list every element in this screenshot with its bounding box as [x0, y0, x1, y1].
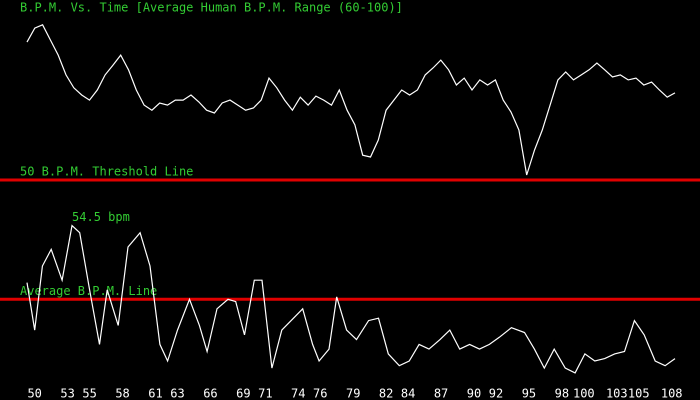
x-tick-label: 95 [522, 387, 536, 400]
x-tick-label: 103 [606, 387, 628, 400]
x-tick-label: 105 [628, 387, 650, 400]
x-tick-label: 63 [170, 387, 184, 400]
x-tick-label: 108 [661, 387, 683, 400]
x-tick-label: 82 [379, 387, 393, 400]
reference-label: 50 B.P.M. Threshold Line [20, 165, 193, 179]
x-tick-label: 92 [489, 387, 503, 400]
peak-label: 54.5 bpm [72, 210, 130, 224]
x-tick-label: 53 [60, 387, 74, 400]
x-tick-label: 50 [27, 387, 41, 400]
x-tick-label: 74 [291, 387, 305, 400]
x-tick-label: 79 [346, 387, 360, 400]
x-tick-label: 87 [434, 387, 448, 400]
x-tick-label: 76 [313, 387, 327, 400]
chart-title: B.P.M. Vs. Time [Average Human B.P.M. Ra… [20, 1, 403, 15]
x-tick-label: 84 [401, 387, 415, 400]
x-tick-label: 61 [148, 387, 162, 400]
x-tick-label: 55 [82, 387, 96, 400]
bpm-line [26, 224, 676, 374]
bpm-line [26, 24, 676, 176]
x-tick-label: 98 [555, 387, 569, 400]
x-tick-label: 90 [467, 387, 481, 400]
x-tick-label: 69 [236, 387, 250, 400]
x-tick-label: 58 [115, 387, 129, 400]
x-tick-label: 100 [573, 387, 595, 400]
x-tick-label: 66 [203, 387, 217, 400]
x-tick-label: 71 [258, 387, 272, 400]
